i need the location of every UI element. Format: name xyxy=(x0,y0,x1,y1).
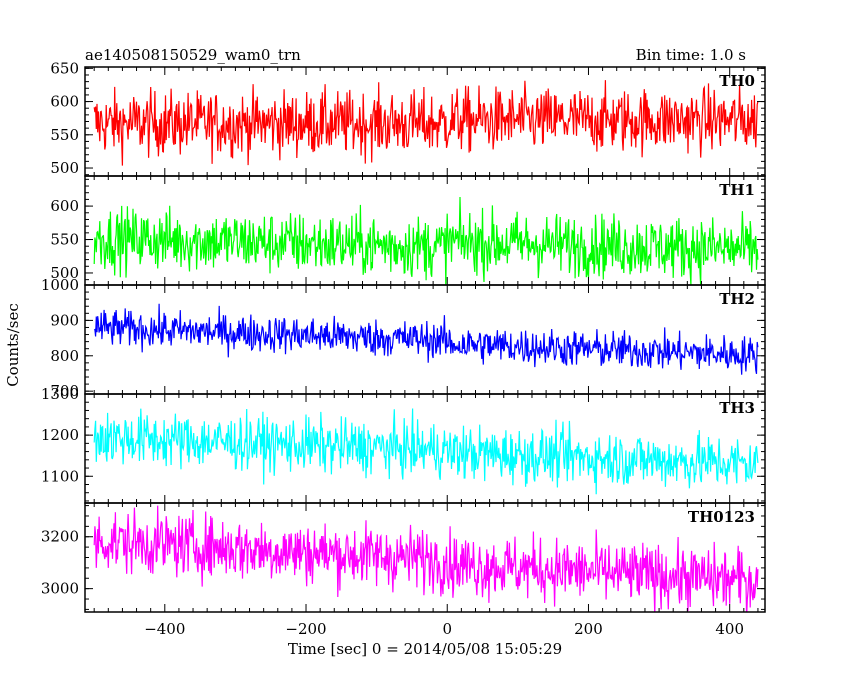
panel-label-th2: TH2 xyxy=(719,290,755,308)
y-tick-label: 1300 xyxy=(41,385,79,403)
y-tick-label: 3000 xyxy=(41,580,79,598)
panel-label-th3: TH3 xyxy=(719,399,755,417)
panel-label-th1: TH1 xyxy=(719,181,755,199)
series-line-th1 xyxy=(93,196,759,285)
y-tick-label: 1000 xyxy=(41,276,79,294)
y-axis-label: Counts/sec xyxy=(4,303,22,387)
y-tick-label: 800 xyxy=(50,347,79,365)
y-tick-label: 1100 xyxy=(41,467,79,485)
x-tick-label: −400 xyxy=(144,620,185,638)
x-tick-label: −200 xyxy=(285,620,326,638)
x-tick-label: 0 xyxy=(442,620,452,638)
y-tick-label: 550 xyxy=(50,126,79,144)
x-axis-label: Time [sec] 0 = 2014/05/08 15:05:29 xyxy=(288,640,562,658)
series-line-th0 xyxy=(93,80,759,166)
y-tick-label: 700 xyxy=(50,382,79,400)
x-tick-label: 400 xyxy=(715,620,744,638)
panel-label-th0123: TH0123 xyxy=(688,508,755,526)
series-line-th0123 xyxy=(93,505,759,612)
y-tick-label: 900 xyxy=(50,311,79,329)
x-tick-label: 200 xyxy=(574,620,603,638)
panel-label-th0: TH0 xyxy=(719,72,755,90)
y-tick-label: 500 xyxy=(50,264,79,282)
y-tick-label: 550 xyxy=(50,231,79,249)
y-tick-label: 650 xyxy=(50,59,79,77)
y-tick-label: 3200 xyxy=(41,528,79,546)
bin-time-label: Bin time: 1.0 s xyxy=(636,46,746,64)
series-line-th3 xyxy=(93,408,759,495)
y-tick-label: 600 xyxy=(50,93,79,111)
y-tick-label: 1200 xyxy=(41,426,79,444)
series-line-th2 xyxy=(93,303,759,375)
chart-title: ae140508150529_wam0_trn xyxy=(85,46,301,64)
y-tick-label: 600 xyxy=(50,197,79,215)
panels-group: 500 550 600 650 TH0 500 550 600 TH1 700 800 900 1000… xyxy=(41,59,766,638)
y-tick-label: 500 xyxy=(50,159,79,177)
